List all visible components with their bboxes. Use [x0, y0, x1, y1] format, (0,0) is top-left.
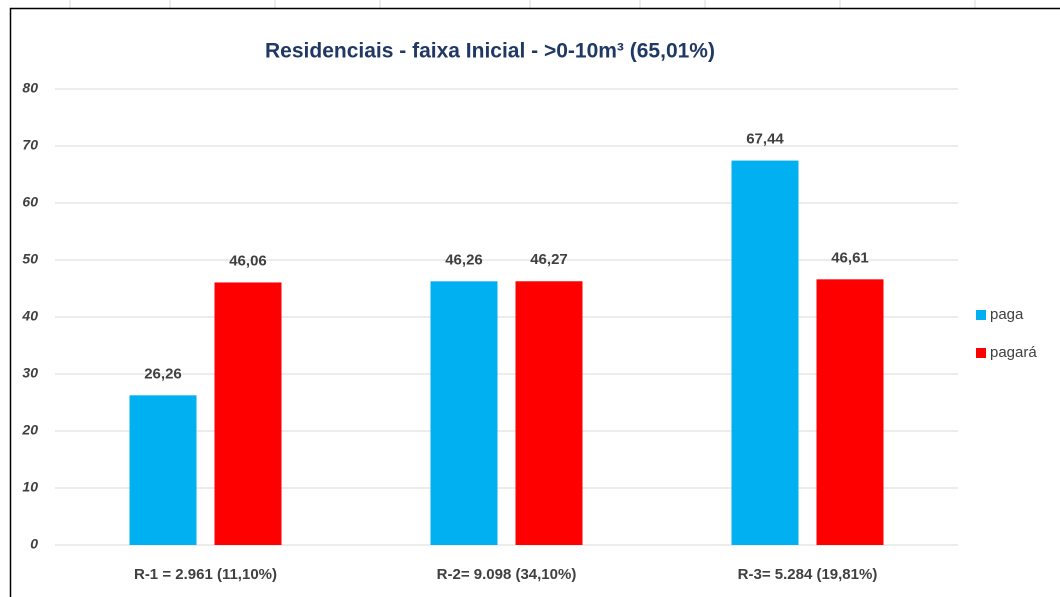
x-tick-label: R-3= 5.284 (19,81%): [738, 566, 878, 583]
bar: [816, 279, 884, 545]
legend-swatch: [976, 310, 986, 320]
value-label: 26,26: [144, 365, 182, 382]
bar: [731, 160, 799, 546]
legend-label: paga: [990, 306, 1024, 323]
y-tick-label: 30: [22, 365, 38, 381]
legend-swatch: [976, 348, 986, 358]
bar: [214, 282, 282, 545]
legend-label: pagará: [990, 344, 1037, 361]
y-tick-label: 20: [21, 422, 38, 438]
bar: [515, 281, 583, 545]
y-tick-label: 0: [30, 536, 38, 552]
y-tick-label: 50: [22, 251, 38, 267]
value-label: 46,27: [530, 251, 568, 268]
value-label: 67,44: [746, 131, 784, 148]
y-tick-label: 60: [22, 194, 38, 210]
chart-title: Residenciais - faixa Inicial - >0-10m³ (…: [265, 40, 715, 63]
value-label: 46,61: [831, 249, 869, 266]
value-label: 46,06: [229, 252, 267, 269]
x-tick-label: R-1 = 2.961 (11,10%): [134, 566, 277, 583]
value-label: 46,26: [445, 251, 483, 268]
y-tick-label: 40: [21, 308, 38, 324]
y-tick-label: 70: [22, 137, 38, 153]
y-tick-label: 80: [22, 80, 38, 96]
x-tick-label: R-2= 9.098 (34,10%): [437, 566, 577, 583]
sheet-background: [69, 0, 976, 8]
bar: [430, 281, 498, 545]
y-tick-label: 10: [22, 479, 38, 495]
bar: [129, 395, 197, 545]
